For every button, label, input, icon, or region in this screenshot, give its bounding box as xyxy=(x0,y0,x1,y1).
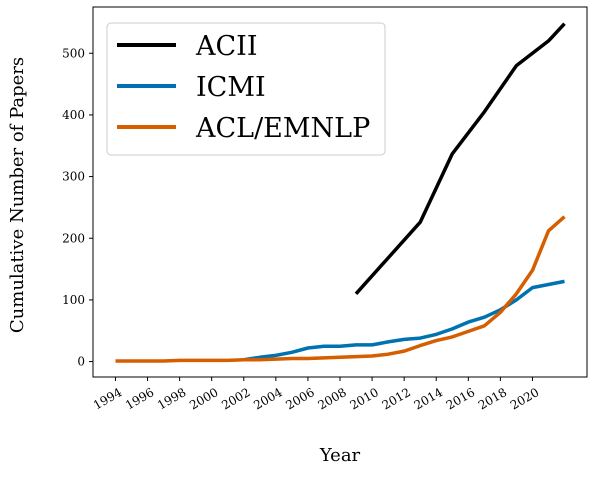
x-tick-label: 2004 xyxy=(251,385,285,413)
x-tick-label: 2014 xyxy=(412,385,446,413)
y-tick-label: 0 xyxy=(77,355,85,369)
y-tick-label: 100 xyxy=(62,293,85,307)
x-tick-label: 2000 xyxy=(187,385,220,412)
y-axis-label: Cumulative Number of Papers xyxy=(7,57,28,333)
series-line-acl-emnlp xyxy=(115,215,566,363)
x-tick-label: 2010 xyxy=(348,385,381,412)
y-tick-label: 200 xyxy=(62,231,85,245)
x-tick-label: 1996 xyxy=(123,385,156,412)
series-line-icmi xyxy=(243,279,565,362)
x-tick-label: 1994 xyxy=(91,385,125,413)
y-tick-label: 500 xyxy=(62,46,85,60)
y-tick-label: 300 xyxy=(62,170,85,184)
y-ticks: 0 100 200 300 400 500 xyxy=(62,46,93,369)
x-tick-label: 2020 xyxy=(508,385,541,412)
series-layer xyxy=(115,22,566,363)
y-tick-label: 400 xyxy=(62,108,85,122)
legend-frame xyxy=(106,22,386,156)
x-tick-label: 2018 xyxy=(476,385,509,412)
x-tick-label: 2016 xyxy=(444,385,477,412)
legend-label-acii: ACII xyxy=(195,31,258,62)
x-tick-label: 2008 xyxy=(315,385,348,412)
series-line-acii xyxy=(354,22,566,295)
x-axis-label: Year xyxy=(319,445,361,466)
x-ticks: 1994199619982000200220042006200820102012… xyxy=(91,377,541,412)
legend-label-acl-emnlp: ACL/EMNLP xyxy=(195,113,370,144)
x-tick-label: 2002 xyxy=(219,385,252,412)
x-tick-label: 2006 xyxy=(283,385,316,412)
legend-label-icmi: ICMI xyxy=(196,72,266,103)
legend: ACII ICMI ACL/EMNLP xyxy=(106,22,386,156)
x-tick-label: 1998 xyxy=(155,385,188,412)
x-tick-label: 2012 xyxy=(380,385,413,412)
